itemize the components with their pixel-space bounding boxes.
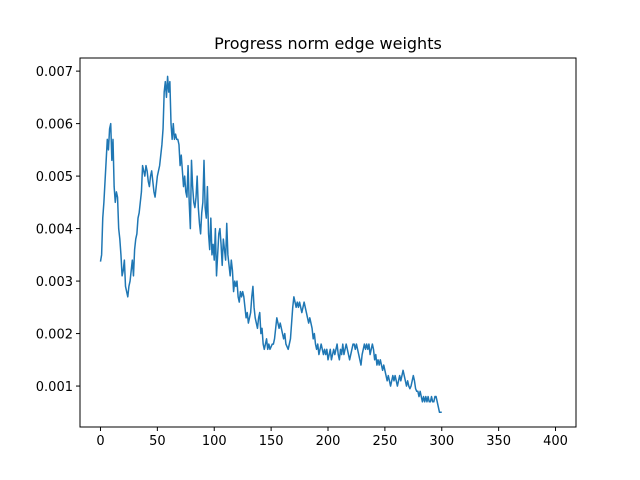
y-tick-label: 0.006	[36, 118, 73, 133]
y-tick-label: 0.007	[36, 65, 73, 80]
x-tick-label: 50	[149, 434, 166, 449]
plot-area	[80, 58, 576, 427]
x-tick-label: 400	[543, 434, 568, 449]
x-tick-label: 300	[429, 434, 454, 449]
series-layer	[99, 75, 442, 414]
x-tick-label: 150	[259, 434, 284, 449]
y-tick-label: 0.004	[36, 223, 73, 238]
series-line-0	[99, 75, 442, 414]
chart-title: Progress norm edge weights	[214, 34, 442, 53]
x-tick-label: 0	[96, 434, 104, 449]
x-tick-label: 200	[316, 434, 341, 449]
y-tick-label: 0.003	[36, 275, 73, 290]
y-tick-label: 0.002	[36, 328, 73, 343]
y-tick-label: 0.001	[36, 380, 73, 395]
x-tick-label: 100	[202, 434, 227, 449]
y-tick-label: 0.005	[36, 170, 73, 185]
axes-frame	[79, 57, 577, 428]
x-tick-label: 250	[372, 434, 397, 449]
x-axis: 0 50 100 150 200 250 300 350 400	[96, 427, 568, 449]
y-axis: 0.001 0.002 0.003 0.004 0.005 0.006 0.007	[36, 65, 80, 395]
plot-background	[80, 58, 576, 427]
x-tick-label: 350	[486, 434, 511, 449]
